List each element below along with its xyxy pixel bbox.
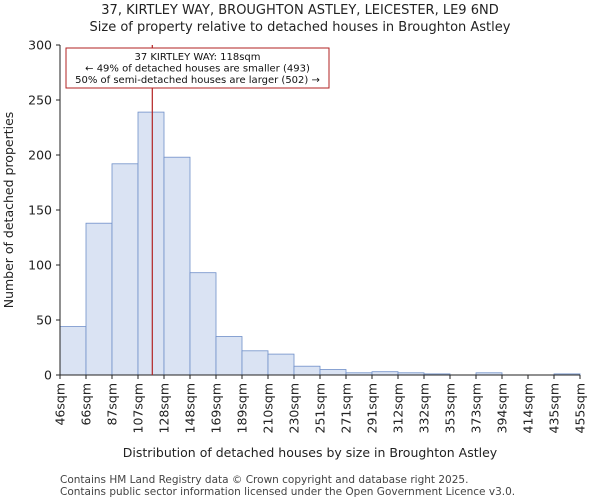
y-tick-label: 0 [44,368,52,383]
annotation-line3: 50% of semi-detached houses are larger (… [75,75,320,86]
x-tick-label: 312sqm [391,383,406,433]
y-tick-label: 150 [28,203,52,218]
footer-line1: Contains HM Land Registry data © Crown c… [60,474,468,486]
annotation-line1: 37 KIRTLEY WAY: 118sqm [134,52,260,63]
x-tick-label: 291sqm [365,383,380,433]
x-tick-label: 87sqm [105,383,120,426]
y-tick-label: 100 [28,258,52,273]
x-tick-label: 394sqm [495,383,510,433]
x-tick-label: 230sqm [287,383,302,433]
x-tick-label: 271sqm [339,383,354,433]
y-ticks-group: 0 50 100 150 200 250 300 [28,38,60,383]
x-tick-label: 107sqm [131,383,146,433]
bar-189sqm [241,350,269,376]
x-tick-label: 353sqm [443,383,458,433]
chart-title-line2: Size of property relative to detached ho… [90,20,511,35]
x-tick-label: 46sqm [53,383,68,426]
bar-128sqm [163,156,191,376]
x-tick-label: 455sqm [573,383,588,433]
x-tick-label: 251sqm [313,383,328,433]
x-tick-label: 189sqm [235,383,250,433]
x-tick-label: 414sqm [521,383,536,433]
bar-148sqm [189,272,217,376]
footer-line2: Contains public sector information licen… [60,486,515,498]
bar-46sqm [59,326,87,376]
annotation-box: 37 KIRTLEY WAY: 118sqm ← 49% of detached… [65,47,330,89]
y-tick-label: 50 [36,313,52,328]
bar-230sqm [293,365,321,376]
x-tick-label: 148sqm [183,383,198,433]
x-tick-label: 128sqm [157,383,172,433]
bar-66sqm [85,222,113,376]
bar-169sqm [215,336,243,376]
annotation-frame [65,47,330,89]
bars-group [59,111,581,376]
bar-87sqm [111,163,139,376]
x-tick-label: 332sqm [417,383,432,433]
x-axis-label: Distribution of detached houses by size … [123,445,498,460]
bar-107sqm [137,111,165,376]
y-tick-label: 200 [28,148,52,163]
x-tick-label: 435sqm [547,383,562,433]
x-tick-label: 66sqm [79,383,94,426]
chart-title-line1: 37, KIRTLEY WAY, BROUGHTON ASTLEY, LEICE… [101,3,498,18]
x-tick-label: 169sqm [209,383,224,433]
x-tick-label: 210sqm [261,383,276,433]
bar-210sqm [267,353,295,376]
annotation-line2: ← 49% of detached houses are smaller (49… [85,64,310,75]
y-tick-label: 300 [28,38,52,53]
y-tick-label: 250 [28,93,52,108]
y-axis-label: Number of detached properties [1,112,16,309]
x-tick-label: 373sqm [469,383,484,433]
x-ticks-group: 46sqm 66sqm 87sqm 107sqm 128sqm 148sqm 169sqm 1… [53,375,588,433]
bar-251sqm [319,369,347,376]
